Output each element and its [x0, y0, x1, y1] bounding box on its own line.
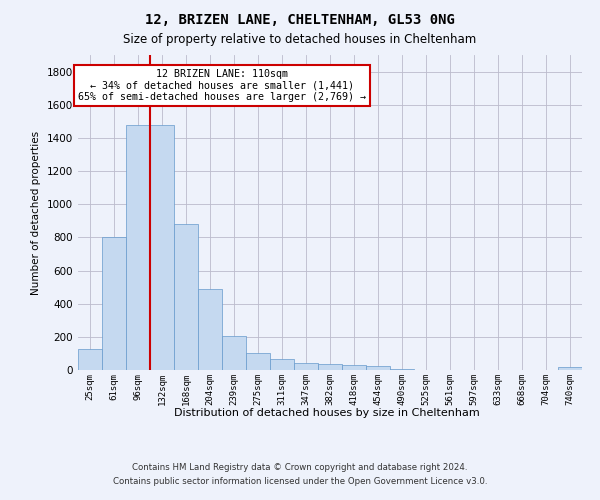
Bar: [222, 336, 246, 370]
Bar: [246, 352, 270, 370]
Text: Size of property relative to detached houses in Cheltenham: Size of property relative to detached ho…: [124, 32, 476, 46]
Text: Contains HM Land Registry data © Crown copyright and database right 2024.: Contains HM Land Registry data © Crown c…: [132, 462, 468, 471]
Bar: [318, 364, 342, 370]
Bar: [150, 124, 174, 370]
Text: 12, BRIZEN LANE, CHELTENHAM, GL53 0NG: 12, BRIZEN LANE, CHELTENHAM, GL53 0NG: [145, 12, 455, 26]
Bar: [390, 369, 414, 370]
Text: Distribution of detached houses by size in Cheltenham: Distribution of detached houses by size …: [174, 408, 480, 418]
Bar: [126, 124, 150, 370]
Bar: [102, 238, 126, 370]
Y-axis label: Number of detached properties: Number of detached properties: [31, 130, 41, 294]
Bar: [558, 367, 582, 370]
Text: Contains public sector information licensed under the Open Government Licence v3: Contains public sector information licen…: [113, 478, 487, 486]
Bar: [270, 359, 294, 370]
Bar: [342, 366, 366, 370]
Bar: [78, 350, 102, 370]
Bar: [198, 289, 222, 370]
Bar: [294, 362, 318, 370]
Bar: [366, 366, 390, 370]
Text: 12 BRIZEN LANE: 110sqm
← 34% of detached houses are smaller (1,441)
65% of semi-: 12 BRIZEN LANE: 110sqm ← 34% of detached…: [77, 69, 365, 102]
Bar: [174, 224, 198, 370]
